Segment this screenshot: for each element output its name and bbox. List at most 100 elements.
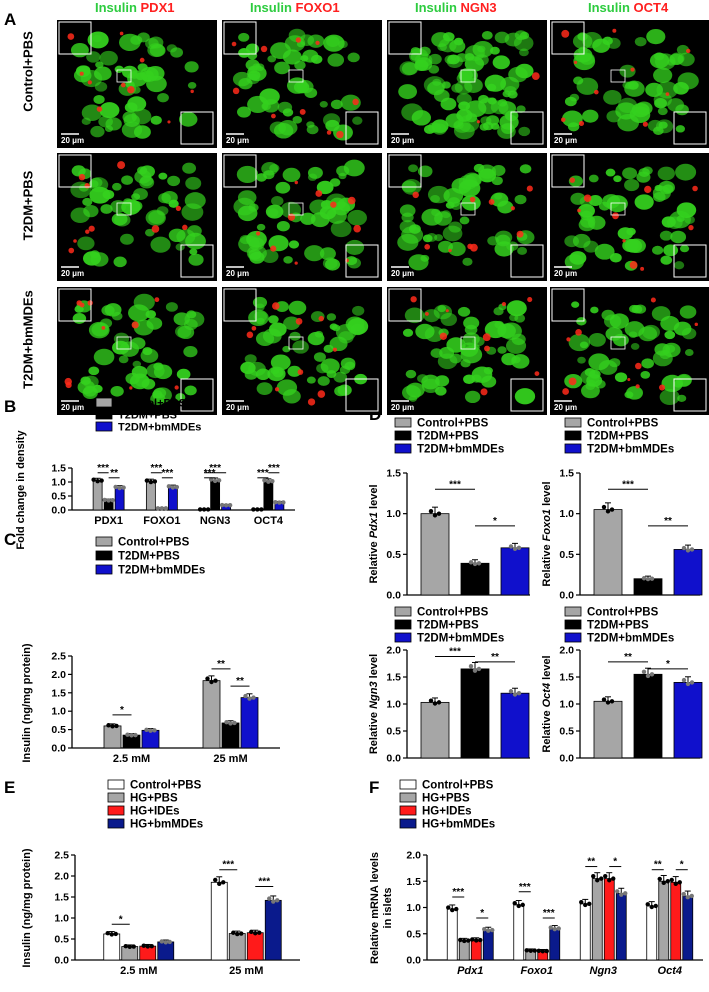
data-point <box>152 479 158 484</box>
insulin-cell <box>669 53 684 66</box>
insulin-cell <box>77 236 95 251</box>
data-point <box>251 507 256 512</box>
insulin-cell <box>146 317 163 330</box>
bar <box>549 928 561 961</box>
scale-bar-label: 20 μm <box>554 403 578 412</box>
marker-dot <box>246 331 254 339</box>
data-point <box>270 478 275 484</box>
data-point <box>544 948 549 954</box>
bar <box>673 549 703 596</box>
x-tick-label: Pdx1 <box>457 965 483 977</box>
insulin-cell <box>402 385 421 401</box>
insulin-cell <box>658 121 668 129</box>
data-point <box>587 901 592 907</box>
insulin-cell <box>588 194 603 206</box>
insulin-cell <box>189 248 198 255</box>
insulin-cell <box>657 166 675 181</box>
insulin-cell <box>428 65 440 74</box>
insulin-cell <box>605 327 623 341</box>
data-point <box>216 478 222 483</box>
marker-dot <box>692 185 698 192</box>
marker-dot <box>560 117 566 123</box>
data-point <box>607 878 612 883</box>
insulin-cell <box>323 344 334 353</box>
data-point <box>516 545 522 551</box>
marker-dot <box>232 87 240 95</box>
region-box <box>610 202 626 216</box>
significance-label: *** <box>449 479 461 490</box>
legend-label: T2DM+bmMDEs <box>587 444 674 456</box>
marker-dot <box>332 347 338 352</box>
marker-dot <box>568 377 577 386</box>
bar <box>670 881 682 961</box>
bar <box>157 941 175 961</box>
y-tick-label: 1.0 <box>559 508 574 520</box>
insulin-cell <box>236 165 259 183</box>
insulin-cell <box>330 220 352 238</box>
y-tick-label: 1.5 <box>386 468 401 480</box>
micrograph-tile <box>57 20 217 148</box>
data-point <box>540 949 545 954</box>
insulin-cell <box>487 236 499 246</box>
insulin-cell <box>479 123 489 131</box>
y-tick-label: 1.0 <box>559 699 574 711</box>
insulin-cell <box>458 179 481 197</box>
insulin-cell <box>423 124 436 134</box>
insulin-cell <box>631 304 643 314</box>
insulin-cell <box>118 355 129 364</box>
insulin-cell <box>504 32 523 47</box>
legend-label: HG+PBS <box>422 793 470 805</box>
insulin-cell <box>679 305 697 319</box>
marker-dot <box>315 40 320 46</box>
data-point <box>641 669 647 674</box>
marker-dot <box>629 261 638 269</box>
marker-dot <box>575 329 582 336</box>
marker-dot <box>73 239 77 243</box>
data-point <box>281 500 286 505</box>
scale-bar-label: 20 μm <box>391 136 415 145</box>
insulin-cell <box>343 159 365 177</box>
inset-box <box>551 21 585 55</box>
insulin-cell <box>238 48 251 58</box>
y-axis-label: Fold change in density <box>15 430 27 550</box>
micrograph-tile <box>550 153 709 281</box>
insulin-cell <box>624 391 634 399</box>
insulin-cell <box>288 28 306 43</box>
y-axis-label: Relative Pdx1 level <box>368 484 380 583</box>
insulin-cell <box>270 354 291 371</box>
insulin-cell <box>286 77 308 94</box>
insulin-cell <box>283 256 293 264</box>
y-tick-label: 1.0 <box>51 706 66 718</box>
legend-label: T2DM+bmMDEs <box>118 565 205 577</box>
data-point <box>673 881 678 887</box>
scale-bar-label: 20 μm <box>391 269 415 278</box>
insulin-cell <box>569 93 580 102</box>
insulin-cell <box>307 173 318 181</box>
marker-dot <box>272 302 280 310</box>
insulin-cell <box>183 319 198 331</box>
data-point <box>149 943 154 949</box>
legend-swatch <box>564 632 582 643</box>
insulin-cell <box>492 55 510 70</box>
column-header-oct4: Insulin OCT4 <box>588 0 669 15</box>
insulin-cell <box>430 348 443 358</box>
insulin-cell <box>576 77 599 95</box>
marker-dot <box>131 321 139 329</box>
marker-dot <box>260 45 268 53</box>
insulin-cell <box>453 119 471 133</box>
insulin-cell <box>102 189 115 200</box>
y-tick-label: 2.0 <box>386 645 401 657</box>
insulin-cell <box>262 99 280 113</box>
data-point <box>685 681 691 687</box>
data-point <box>155 506 161 511</box>
insulin-cell <box>642 324 660 340</box>
insulin-cell <box>465 113 478 123</box>
bar <box>420 701 450 759</box>
data-point <box>472 561 478 567</box>
insulin-cell <box>617 227 634 240</box>
bar <box>658 880 670 961</box>
data-point <box>689 547 695 552</box>
insulin-cell <box>92 384 103 393</box>
insulin-cell <box>583 240 599 253</box>
data-point <box>247 696 252 701</box>
